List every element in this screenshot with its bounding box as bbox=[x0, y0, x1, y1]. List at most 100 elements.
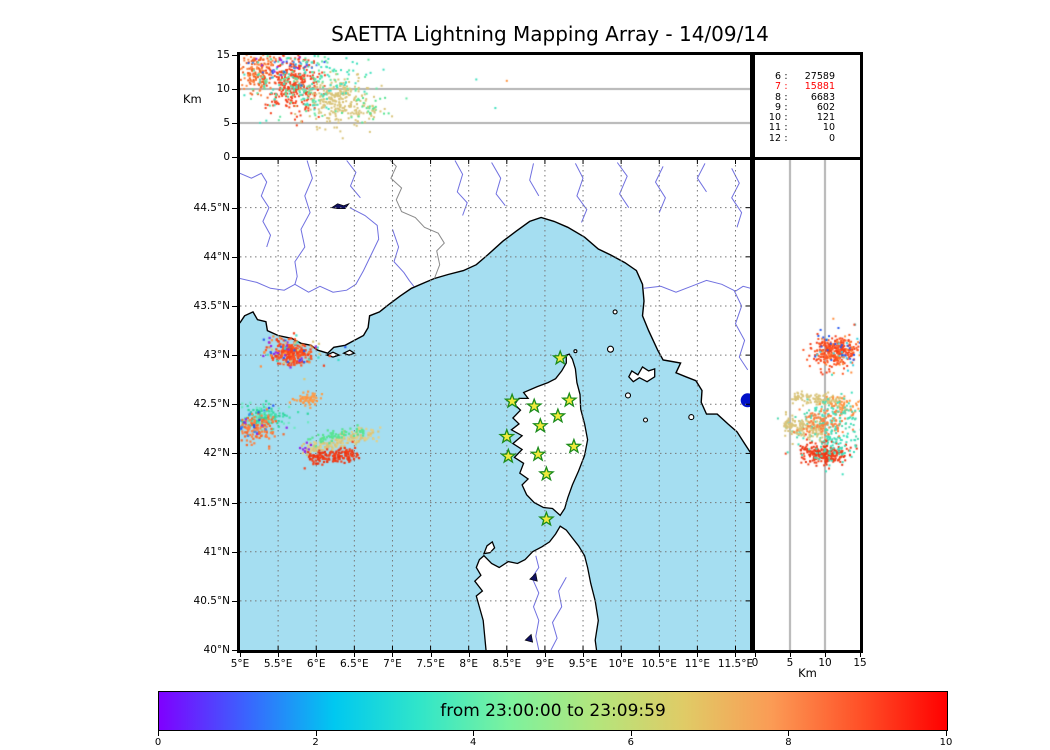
lon-tick-label: 5°E bbox=[230, 658, 250, 670]
lat-tick bbox=[232, 305, 237, 307]
lon-tick-label: 8°E bbox=[459, 658, 478, 670]
right-scatter-canvas bbox=[755, 160, 860, 650]
lon-tick-label: 9°E bbox=[535, 658, 555, 670]
colon: : bbox=[784, 91, 788, 103]
lon-tick bbox=[430, 653, 432, 657]
lat-tick-label: 42.5°N bbox=[193, 398, 230, 411]
lma-station-star bbox=[498, 427, 516, 444]
lat-tick-label: 41°N bbox=[203, 545, 230, 558]
station-count: 27589 bbox=[804, 71, 835, 82]
right-km-tick bbox=[755, 653, 756, 657]
station-count-row: 9: 602 bbox=[755, 101, 860, 113]
lon-tick bbox=[316, 653, 318, 657]
altitude-tick-label: 15 bbox=[216, 49, 230, 61]
lma-station-star bbox=[529, 445, 547, 462]
right-km-tick bbox=[825, 653, 826, 657]
altitude-tick-label: 10 bbox=[216, 83, 230, 95]
colon: : bbox=[784, 71, 788, 82]
lon-tick bbox=[354, 653, 356, 657]
colorbar-tick-label: 10 bbox=[939, 737, 953, 748]
lma-station-star bbox=[549, 407, 567, 424]
lat-tick bbox=[232, 256, 237, 258]
altitude-tick bbox=[232, 55, 237, 56]
lat-tick-label: 44.5°N bbox=[193, 201, 230, 214]
right-km-tick bbox=[860, 653, 861, 657]
station-count-row: 12: 0 bbox=[755, 132, 860, 144]
lon-tick bbox=[506, 653, 508, 657]
station-id: 9 bbox=[774, 101, 781, 113]
station-count-rows: 6:27589 7:15881 8:6683 9:602 10:121 11:10 12:0 bbox=[755, 55, 860, 144]
lma-station-star bbox=[503, 392, 521, 409]
colorbar-tick-label: 4 bbox=[470, 737, 477, 748]
station-id: 6 bbox=[774, 71, 781, 82]
colon: : bbox=[784, 132, 788, 144]
lma-station-star bbox=[538, 465, 555, 482]
station-count-row: 6: 27589 bbox=[755, 71, 860, 82]
altitude-longitude-panel bbox=[237, 52, 753, 160]
lat-tick-label: 43°N bbox=[203, 349, 230, 362]
station-id: 7 bbox=[774, 81, 781, 93]
lon-tick-label: 6°E bbox=[306, 658, 326, 670]
lon-tick bbox=[697, 653, 699, 657]
station-count: 0 bbox=[828, 132, 835, 144]
lma-station-star bbox=[538, 510, 555, 527]
altitude-tick-label: 5 bbox=[223, 117, 230, 129]
station-count-row: 7: 15881 bbox=[755, 81, 860, 93]
lon-tick-label: 5.5°E bbox=[263, 658, 293, 670]
right-km-tick-label: 0 bbox=[751, 657, 759, 669]
lat-tick bbox=[232, 207, 237, 209]
colorbar-tick bbox=[158, 731, 159, 736]
station-id: 11 bbox=[768, 122, 781, 134]
station-count-row: 10: 121 bbox=[755, 112, 860, 124]
altitude-tick bbox=[232, 157, 237, 158]
colorbar-tick bbox=[473, 731, 475, 736]
lon-tick bbox=[392, 653, 394, 657]
right-km-tick bbox=[790, 653, 791, 657]
altitude-tick bbox=[232, 123, 237, 124]
colorbar-tick bbox=[788, 731, 790, 736]
lat-tick-label: 44°N bbox=[203, 250, 230, 263]
altitude-axis-label: Km bbox=[183, 92, 202, 106]
lon-tick bbox=[240, 653, 241, 657]
lon-tick bbox=[468, 653, 470, 657]
lon-tick bbox=[659, 653, 661, 657]
lma-station-star bbox=[531, 417, 549, 434]
lat-tick bbox=[232, 551, 237, 553]
colon: : bbox=[784, 81, 788, 93]
station-count: 121 bbox=[816, 112, 835, 124]
lat-tick bbox=[232, 453, 237, 455]
lat-tick bbox=[232, 404, 237, 406]
lma-station-star bbox=[551, 349, 569, 366]
lon-tick-label: 7.5°E bbox=[416, 658, 445, 670]
lat-tick bbox=[232, 355, 237, 357]
station-count-row: 11: 10 bbox=[755, 122, 860, 134]
station-count: 15881 bbox=[804, 81, 835, 93]
station-count: 6683 bbox=[810, 91, 835, 103]
lon-tick bbox=[583, 653, 585, 657]
colorbar-tick-label: 2 bbox=[312, 737, 319, 748]
colorbar-tick-label: 6 bbox=[627, 737, 634, 748]
lon-tick-label: 10.5°E bbox=[641, 658, 677, 670]
lma-station-star bbox=[525, 397, 543, 414]
lon-tick-label: 6.5°E bbox=[340, 658, 369, 670]
lon-tick-label: 8.5°E bbox=[492, 658, 522, 670]
lma-station-star bbox=[560, 391, 578, 408]
lon-tick-label: 9.5°E bbox=[568, 658, 598, 670]
lat-tick-label: 42°N bbox=[203, 447, 230, 460]
colon: : bbox=[784, 101, 788, 113]
colorbar-label: from 23:00:00 to 23:09:59 bbox=[440, 701, 666, 721]
station-count-row: 8: 6683 bbox=[755, 91, 860, 103]
colorbar-tick bbox=[630, 731, 632, 736]
lon-tick bbox=[278, 653, 280, 657]
lma-station-star bbox=[565, 437, 583, 454]
station-count-box: 6:27589 7:15881 8:6683 9:602 10:121 11:10 12:0 bbox=[752, 52, 863, 160]
lat-tick-label: 41.5°N bbox=[193, 496, 230, 509]
colorbar-tick-label: 8 bbox=[785, 737, 792, 748]
map-panel bbox=[237, 157, 753, 653]
lat-tick-label: 43.5°N bbox=[193, 299, 230, 312]
colorbar: from 23:00:00 to 23:09:59 bbox=[158, 691, 948, 731]
right-km-tick-label: 10 bbox=[818, 657, 832, 669]
lon-tick-label: 10°E bbox=[608, 658, 634, 670]
lma-station-star bbox=[499, 447, 517, 464]
